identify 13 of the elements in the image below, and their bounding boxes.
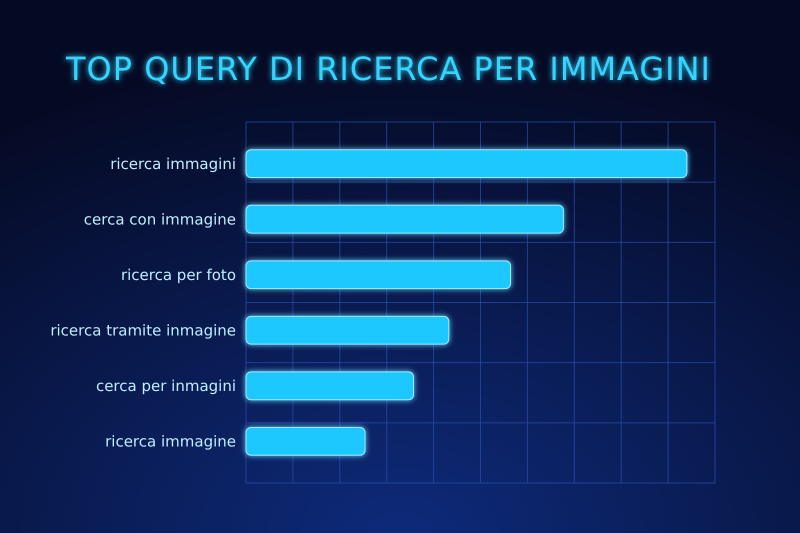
bar [246,204,564,234]
y-tick-label: cerca con immagine [84,210,236,228]
y-tick-label: ricerca immagine [105,432,236,451]
bar [246,149,688,178]
bar [246,371,414,400]
bar [246,426,366,456]
y-tick-label: ricerca per foto [120,266,236,284]
y-tick-label: ricerca immagini [110,154,236,173]
bar [246,260,512,290]
bar [246,316,450,345]
chart-title: TOP QUERY DI RICERCA PER IMMAGINI [65,50,711,88]
y-tick-label: cerca per inmagini [96,377,236,396]
y-tick-label: ricerca tramite inmagine [50,322,236,340]
